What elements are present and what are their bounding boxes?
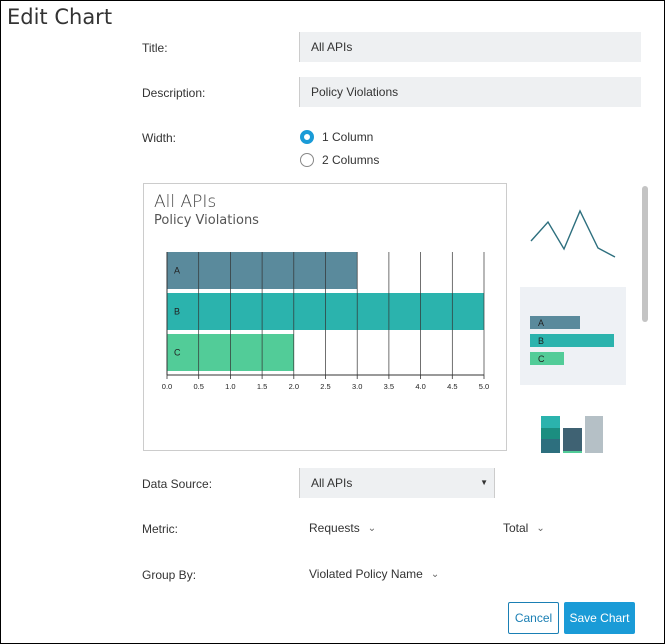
preview-title: All APIs (154, 192, 217, 212)
thumb-bar-label: A (538, 318, 544, 328)
bar-label: A (174, 266, 180, 276)
aggregation-value: Total (503, 521, 529, 535)
chart-type-scrollbar[interactable] (641, 183, 650, 453)
x-tick-label: 4.5 (447, 382, 457, 391)
data-source-label: Data Source: (142, 477, 213, 491)
x-tick-label: 0.5 (193, 382, 203, 391)
preview-subtitle: Policy Violations (154, 213, 259, 228)
radio-unselected-icon[interactable] (300, 153, 314, 167)
metric-value: Requests (309, 521, 360, 535)
title-input[interactable]: All APIs (299, 32, 641, 62)
x-tick-label: 3.0 (352, 382, 362, 391)
chart-preview: All APIs Policy Violations 0.0 0.5 1.0 1.5 2… (143, 183, 507, 451)
line-chart-thumbnail-icon[interactable] (513, 183, 633, 283)
bar-chart-thumbnail-icon: A B C (530, 316, 614, 365)
x-tick-label: 0.0 (162, 382, 172, 391)
width-option-1-column[interactable]: 1 Column (300, 130, 373, 144)
x-tick-label: 3.5 (384, 382, 394, 391)
stacked-bar-thumbnail-icon[interactable] (513, 408, 633, 453)
group-by-value: Violated Policy Name (309, 567, 423, 581)
width-option-label: 2 Columns (322, 153, 380, 167)
save-chart-button[interactable]: Save Chart (564, 602, 635, 634)
chevron-down-icon: ⌄ (430, 568, 440, 580)
group-by-dropdown[interactable]: Violated Policy Name ⌄ (309, 567, 439, 581)
x-tick-label: 1.5 (257, 382, 267, 391)
metric-dropdown[interactable]: Requests ⌄ (309, 521, 376, 535)
thumb-bar-label: B (538, 336, 544, 346)
cancel-button[interactable]: Cancel (508, 602, 559, 634)
metric-label: Metric: (142, 522, 178, 536)
aggregation-dropdown[interactable]: Total ⌄ (503, 521, 545, 535)
x-tick-label: 4.0 (415, 382, 425, 391)
x-tick-label: 2.0 (289, 382, 299, 391)
title-label: Title: (142, 41, 168, 55)
chevron-down-icon: ⌄ (536, 522, 545, 534)
bar-chart-thumbnail[interactable]: A B C (520, 287, 626, 385)
data-source-value: All APIs (311, 476, 353, 490)
bar-label: B (174, 307, 180, 317)
thumb-bar-label: C (538, 354, 545, 364)
width-label: Width: (142, 131, 177, 145)
data-source-select[interactable]: All APIs ▼ (299, 468, 495, 498)
x-tick-label: 2.5 (320, 382, 330, 391)
chart-type-picker: A B C (513, 183, 633, 453)
scrollbar-thumb[interactable] (642, 186, 648, 322)
radio-selected-icon[interactable] (300, 130, 314, 144)
width-option-label: 1 Column (322, 130, 374, 144)
caret-down-icon: ▼ (480, 478, 488, 487)
description-input[interactable]: Policy Violations (299, 77, 641, 107)
x-tick-label: 1.0 (225, 382, 235, 391)
chevron-down-icon: ⌄ (367, 522, 377, 534)
bar-label: C (174, 348, 181, 358)
x-tick-label: 5.0 (479, 382, 489, 391)
width-option-2-columns[interactable]: 2 Columns (300, 153, 379, 167)
group-by-label: Group By: (142, 568, 197, 582)
page-title: Edit Chart (7, 5, 113, 29)
bar-chart: 0.0 0.5 1.0 1.5 2.0 2.5 3.0 3.5 4.0 4.5 5.0 A B C (162, 252, 489, 391)
description-label: Description: (142, 86, 206, 100)
